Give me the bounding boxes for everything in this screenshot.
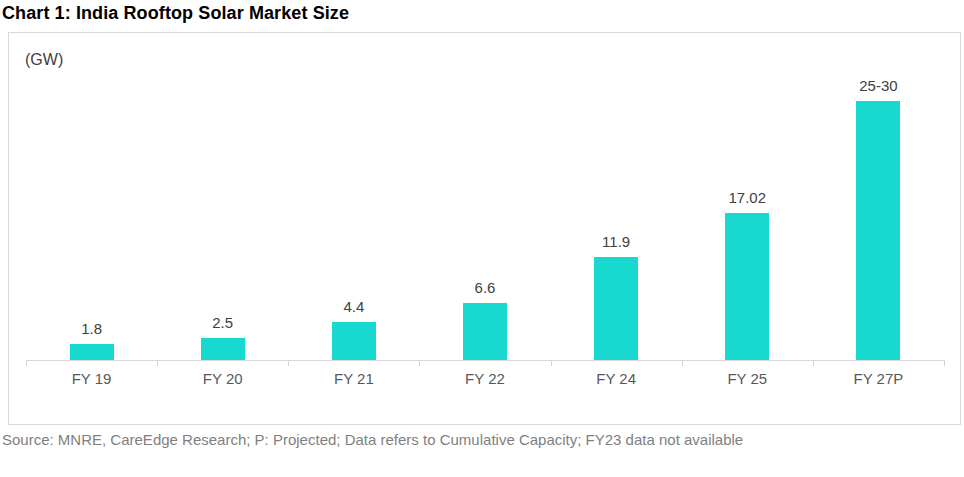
bar <box>594 257 638 360</box>
bar <box>70 344 114 360</box>
chart-area: (GW) 1.8FY 192.5FY 204.4FY 216.6FY 2211.… <box>8 32 961 425</box>
bar <box>725 213 769 360</box>
x-axis-tick <box>157 361 158 366</box>
source-note: Source: MNRE, CareEdge Research; P: Proj… <box>2 431 743 448</box>
bar-group: 6.6FY 22 <box>419 33 550 360</box>
plot-area: 1.8FY 192.5FY 204.4FY 216.6FY 2211.9FY 2… <box>26 33 944 360</box>
x-axis-tick <box>813 361 814 366</box>
bar <box>856 101 900 360</box>
bar-value-label: 6.6 <box>419 279 550 296</box>
x-axis-tick <box>419 361 420 366</box>
x-axis-tick <box>551 361 552 366</box>
x-axis-category-label: FY 24 <box>551 370 682 387</box>
x-axis-tick <box>682 361 683 366</box>
x-axis-category-label: FY 21 <box>288 370 419 387</box>
x-axis-category-label: FY 20 <box>157 370 288 387</box>
bar-group: 4.4FY 21 <box>288 33 419 360</box>
bar-value-label: 1.8 <box>26 320 157 337</box>
bar-value-label: 17.02 <box>682 189 813 206</box>
x-axis-tick <box>288 361 289 366</box>
x-axis-tick <box>944 361 945 366</box>
bar-group: 11.9FY 24 <box>551 33 682 360</box>
bar-value-label: 25-30 <box>813 77 944 94</box>
bar-group: 2.5FY 20 <box>157 33 288 360</box>
x-axis-tick <box>26 361 27 366</box>
x-axis-category-label: FY 25 <box>682 370 813 387</box>
bar <box>201 338 245 360</box>
bar <box>463 303 507 360</box>
x-axis-category-label: FY 27P <box>813 370 944 387</box>
bar <box>332 322 376 360</box>
bar-value-label: 4.4 <box>288 298 419 315</box>
bar-value-label: 11.9 <box>551 233 682 250</box>
x-axis-category-label: FY 22 <box>419 370 550 387</box>
bar-value-label: 2.5 <box>157 314 288 331</box>
bar-group: 1.8FY 19 <box>26 33 157 360</box>
x-axis-category-label: FY 19 <box>26 370 157 387</box>
bar-group: 25-30FY 27P <box>813 33 944 360</box>
x-axis-line <box>26 360 945 361</box>
chart-title: Chart 1: India Rooftop Solar Market Size <box>2 3 349 24</box>
bar-group: 17.02FY 25 <box>682 33 813 360</box>
